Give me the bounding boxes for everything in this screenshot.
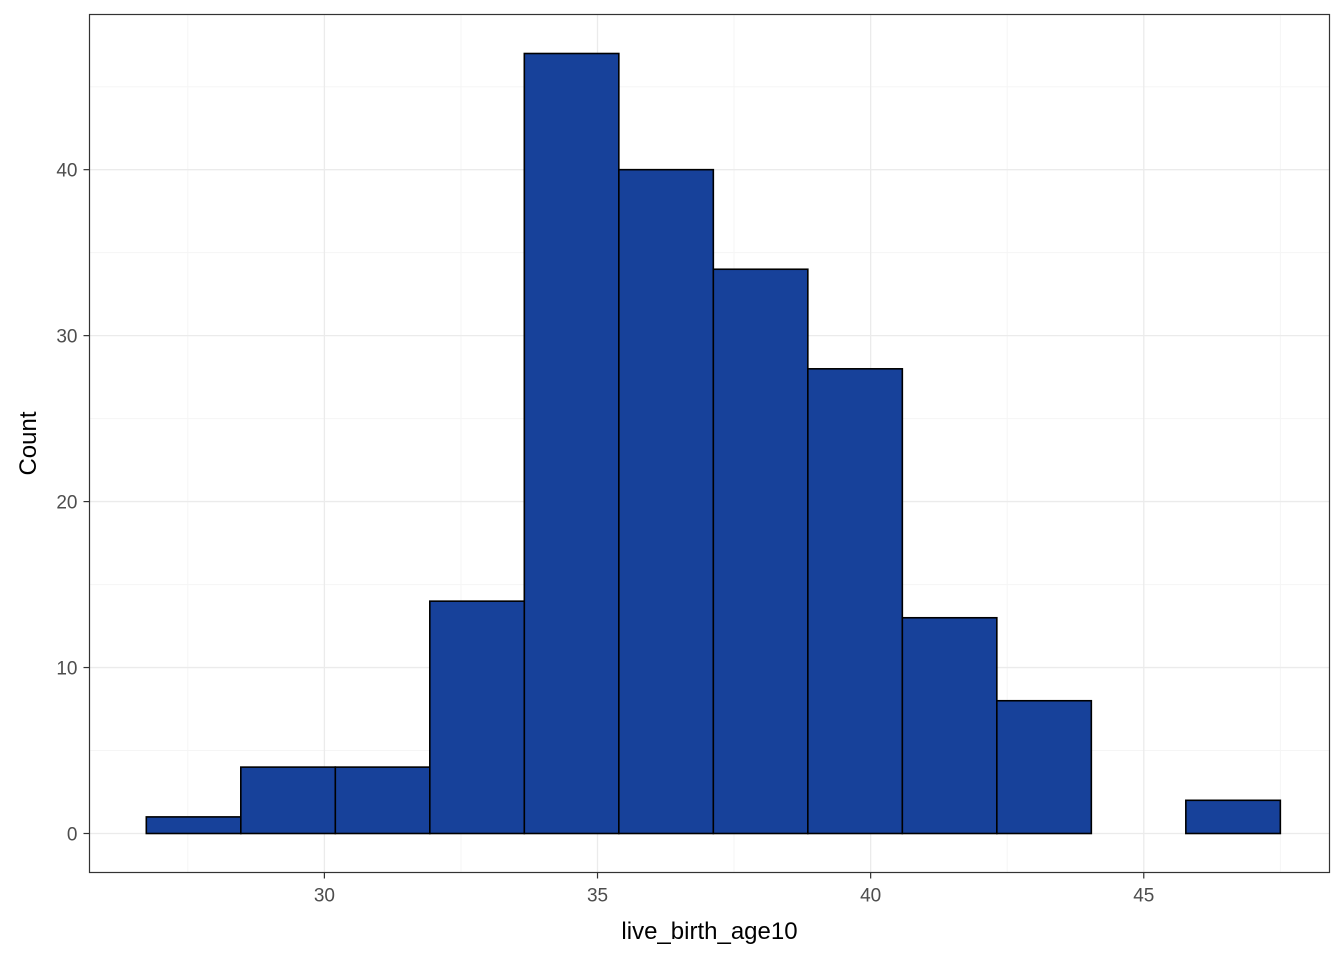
- y-axis: 0 10 20 30 40: [56, 161, 90, 846]
- histogram-bar: [334, 766, 431, 835]
- panel-border: [88, 13, 1331, 874]
- x-axis: 30 35 40 45: [314, 872, 1154, 907]
- histogram-bar: [901, 616, 998, 835]
- y-tick-label: 0: [67, 825, 78, 846]
- y-tick-label: 40: [56, 161, 77, 182]
- histogram-bar: [1185, 799, 1282, 835]
- histogram-bar: [523, 52, 620, 835]
- y-tick-label: 10: [56, 659, 77, 680]
- histogram-bar: [618, 168, 715, 835]
- x-tick-label: 35: [587, 886, 608, 907]
- x-axis-title: live_birth_age10: [621, 918, 797, 945]
- y-tick-label: 30: [56, 327, 77, 348]
- histogram-bar: [996, 699, 1093, 835]
- histogram-bar: [145, 816, 242, 835]
- x-tick-label: 45: [1133, 886, 1154, 907]
- y-axis-title: Count: [15, 411, 42, 475]
- histogram-bar: [807, 368, 904, 835]
- histogram-bar: [240, 766, 337, 835]
- x-tick-label: 30: [314, 886, 335, 907]
- histogram-bars: [145, 52, 1282, 835]
- y-tick-label: 20: [56, 493, 77, 514]
- x-tick-label: 40: [860, 886, 881, 907]
- histogram-bar: [429, 600, 526, 835]
- histogram-bar: [712, 268, 809, 835]
